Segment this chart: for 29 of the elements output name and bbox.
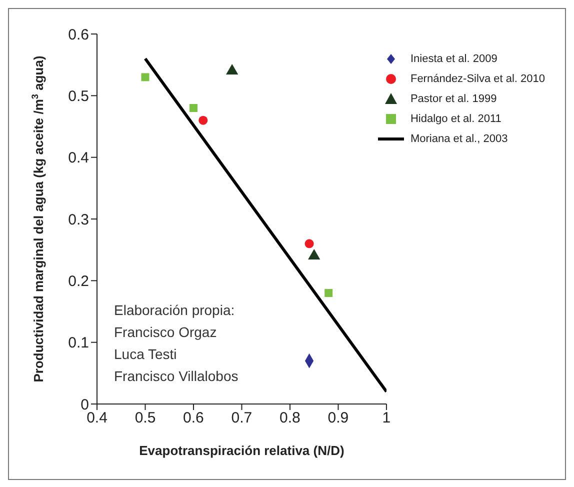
y-tick-label: 0.3 <box>68 211 89 228</box>
legend-label: Pastor et al. 1999 <box>410 92 497 107</box>
x-tick-label: 0.8 <box>280 410 300 427</box>
annotation: Francisco Orgaz <box>114 323 218 342</box>
legend-label: Fernández-Silva et al. 2010 <box>410 72 545 87</box>
x-tick-label: 0.7 <box>231 410 252 427</box>
x-axis-title: Evapotranspiración relativa (N/D) <box>139 443 344 458</box>
annotation: Elaboración propia: <box>114 301 236 320</box>
x-tick-label: 0.6 <box>183 410 204 427</box>
x-tick-label: 0.4 <box>86 410 108 427</box>
point <box>141 73 150 82</box>
legend-label: Hidalgo et al. 2011 <box>410 112 502 127</box>
point <box>198 116 208 125</box>
annotation: Francisco Villalobos <box>114 367 238 386</box>
y-tick-label: 0.2 <box>68 272 89 290</box>
y-tick-label: 0.4 <box>68 150 89 167</box>
y-tick-label: 0.1 <box>68 334 89 352</box>
y-tick-label: 0.5 <box>68 88 89 105</box>
point <box>304 239 314 248</box>
x-tick-label: 1 <box>382 410 391 427</box>
point <box>324 289 333 297</box>
x-tick-label: 0.9 <box>328 410 349 427</box>
legend-label: Moriana et al., 2003 <box>410 132 508 147</box>
x-tick-label: 0.5 <box>134 410 156 427</box>
y-tick-label: 0 <box>80 396 89 414</box>
annotation: Luca Testi <box>114 345 178 364</box>
legend-label: Iniesta et al. 2009 <box>410 52 498 67</box>
y-tick-label: 0.6 <box>68 26 89 44</box>
point <box>189 104 198 112</box>
